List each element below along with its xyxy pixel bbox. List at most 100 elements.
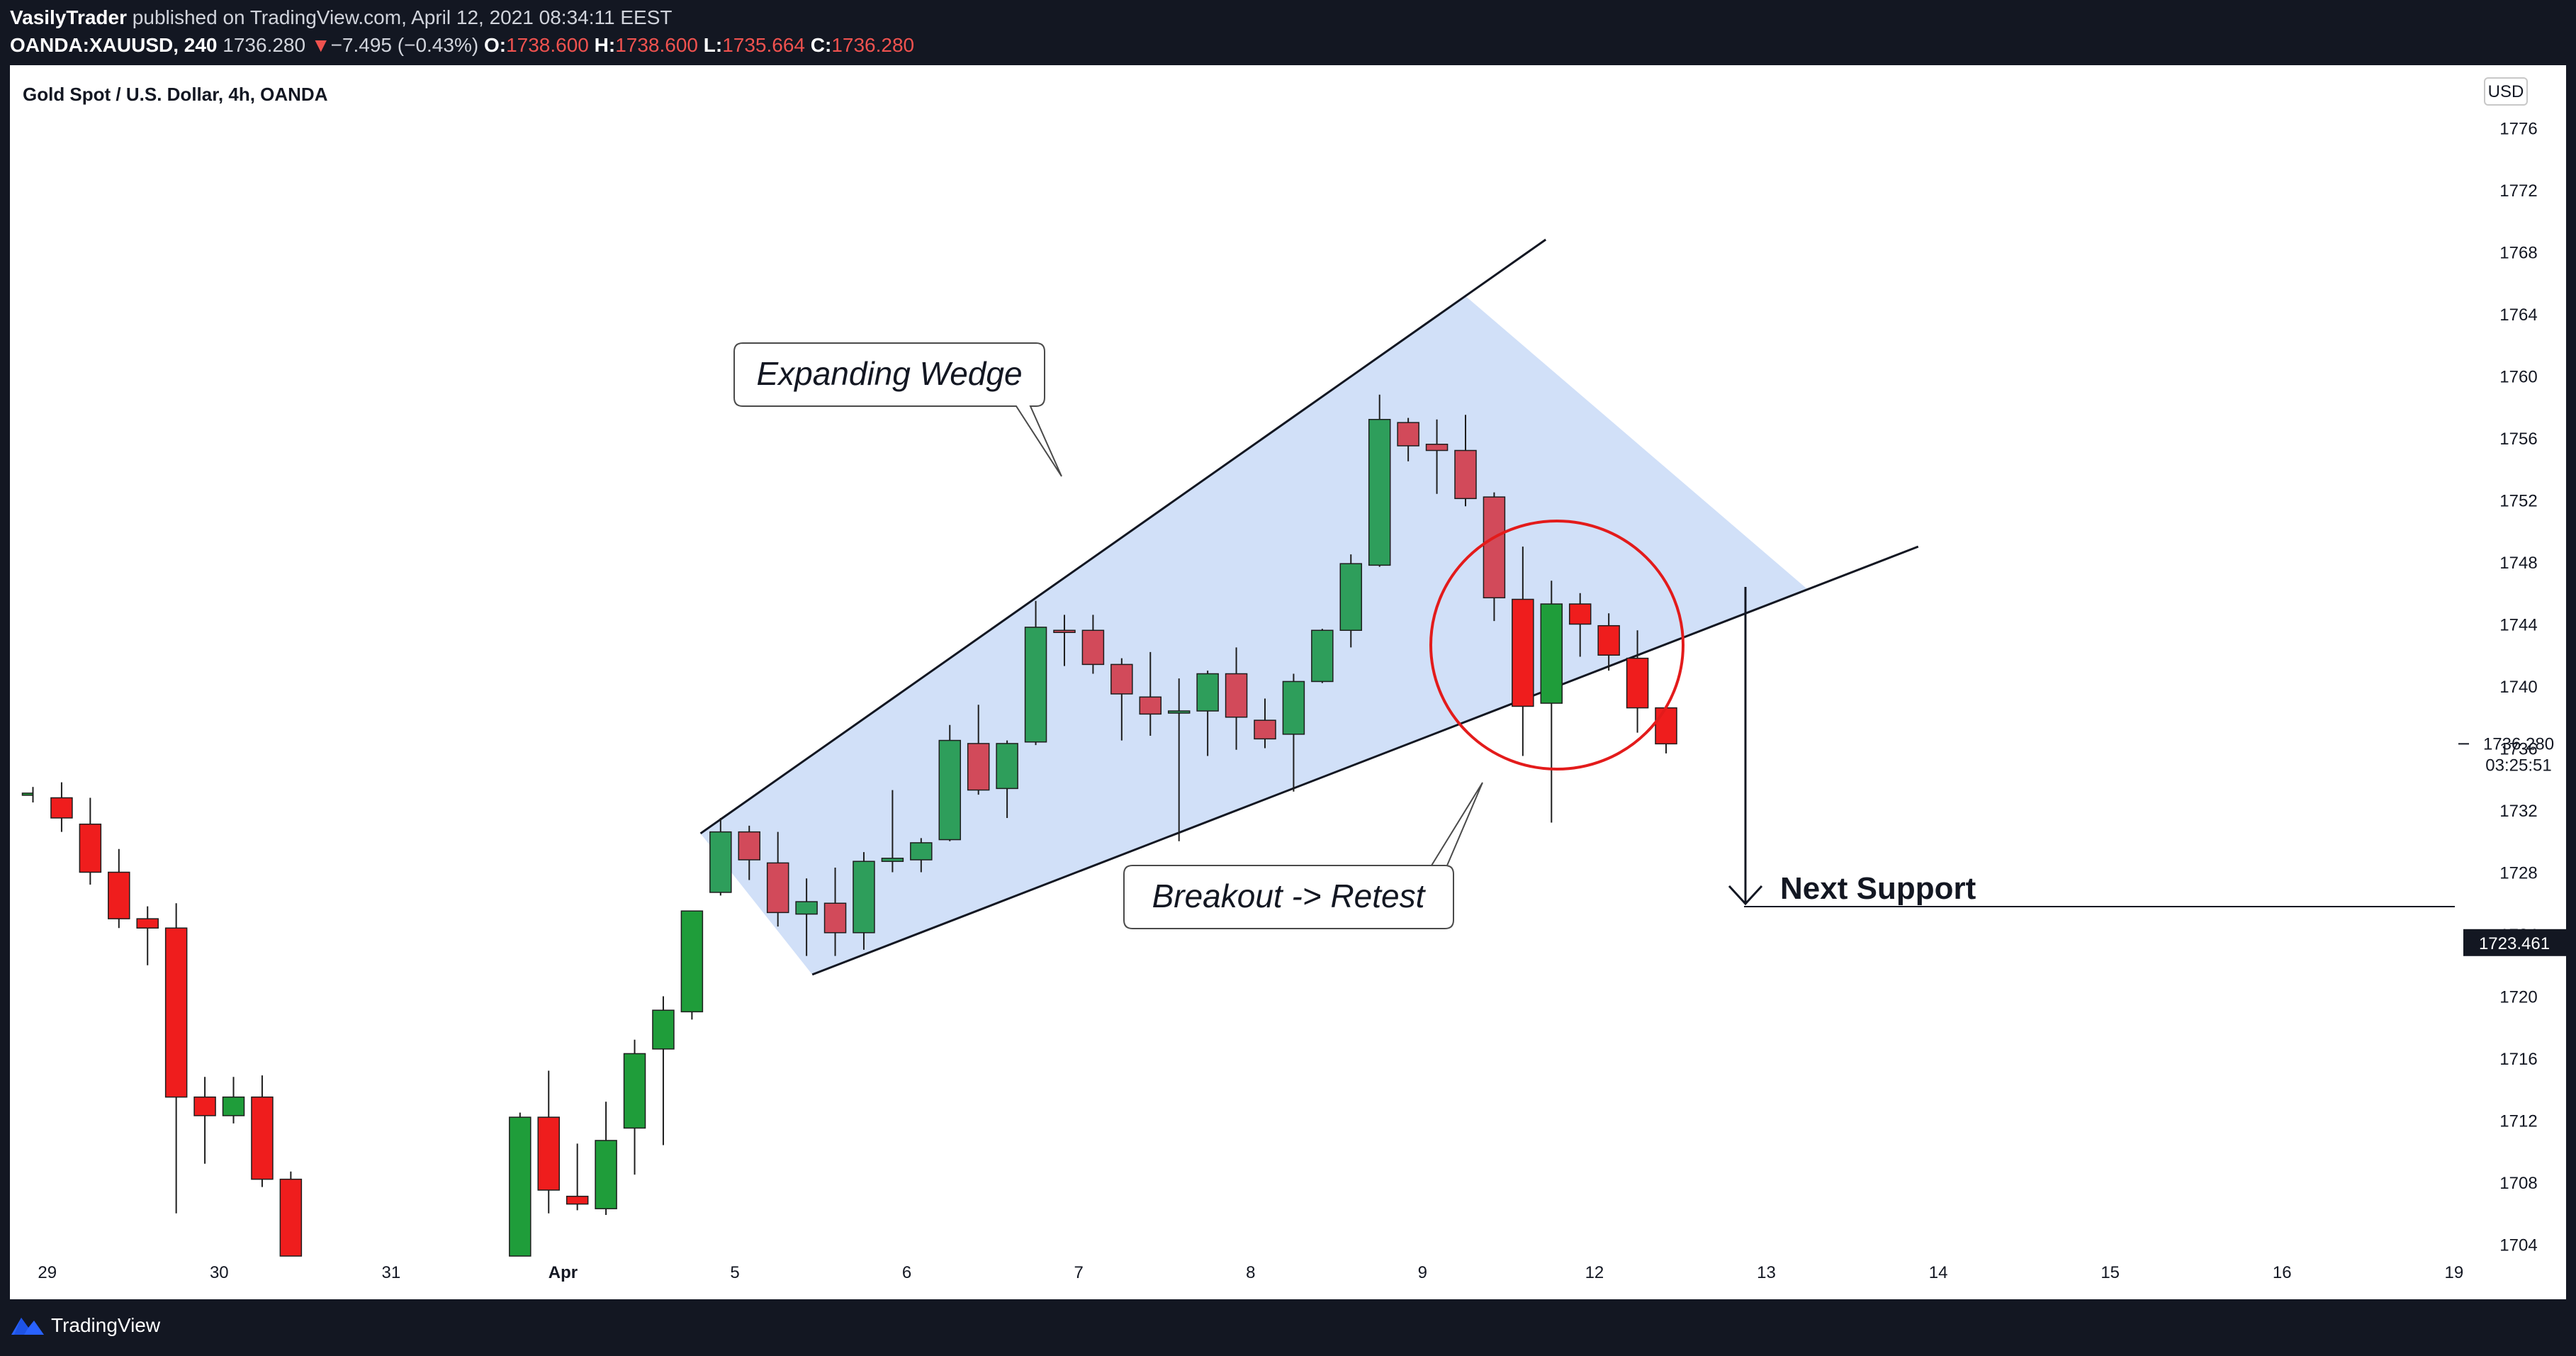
candle: [1167, 678, 1191, 841]
candle-body: [21, 792, 34, 796]
candle: [1568, 593, 1592, 657]
time-axis[interactable]: 29 30 31 Apr 5 6 7 8 9 12 13 14 15 16 19: [38, 1263, 2463, 1282]
candle-body: [1397, 422, 1419, 447]
time-tick-label: 5: [730, 1263, 739, 1282]
candle-body: [1512, 598, 1534, 707]
time-tick-label: Apr: [549, 1263, 578, 1282]
candle-body: [1311, 629, 1334, 683]
publish-info: VasilyTrader published on TradingView.co…: [10, 6, 672, 29]
time-tick-label: 19: [2444, 1263, 2463, 1282]
price-tick-label: 1740: [2499, 678, 2537, 697]
price-tick-label: 1736: [2499, 740, 2537, 759]
header-bar: VasilyTrader published on TradingView.co…: [0, 0, 2576, 65]
annotations-layer: Gold Spot / U.S. Dollar, 4h, OANDA Expan…: [23, 77, 2528, 929]
candle: [1110, 658, 1133, 741]
price-tick-label: 1728: [2499, 864, 2537, 883]
candle-body: [136, 918, 159, 929]
wedge-fill: [700, 296, 1808, 975]
close-value: 1736.280: [831, 34, 915, 56]
candle-body: [623, 1053, 646, 1129]
next-support-label: Next Support: [1780, 871, 1976, 906]
candle-body: [1254, 719, 1276, 740]
price-tick-label: 1772: [2499, 181, 2537, 201]
low-value: 1735.664: [722, 34, 805, 56]
breakout-retest-label: Breakout -> Retest: [1152, 878, 1427, 914]
chart-panel[interactable]: Gold Spot / U.S. Dollar, 4h, OANDA Expan…: [10, 65, 2566, 1299]
candle: [1282, 673, 1305, 792]
candle-body: [1540, 603, 1563, 704]
time-tick-label: 14: [1929, 1263, 1948, 1282]
candle-body: [1196, 673, 1219, 712]
candle: [193, 1077, 216, 1164]
price-axis[interactable]: 1704170817121716172017241728173217361740…: [2458, 120, 2566, 1255]
tradingview-logo[interactable]: TradingView: [10, 1313, 160, 1338]
next-support-marker: Next Support: [1728, 587, 2455, 907]
footer-bar: TradingView: [0, 1299, 2576, 1356]
candle: [1425, 419, 1449, 494]
candle-body: [738, 831, 760, 861]
price-tick-label: 1760: [2499, 368, 2537, 387]
candle-body: [823, 902, 847, 934]
candle-body: [108, 871, 130, 919]
time-tick-label: 13: [1757, 1263, 1776, 1282]
tradingview-brand: TradingView: [51, 1314, 161, 1336]
close-label: C:: [810, 34, 832, 56]
candle: [1655, 707, 1677, 753]
symbol-info: OANDA:XAUUSD, 240 1736.280 ▼−7.495 (−0.4…: [10, 34, 914, 57]
author-name[interactable]: VasilyTrader: [10, 6, 128, 28]
price-tick-label: 1712: [2499, 1112, 2537, 1131]
candle: [996, 740, 1018, 818]
price-chart[interactable]: Gold Spot / U.S. Dollar, 4h, OANDA Expan…: [10, 65, 2566, 1299]
time-tick-label: 15: [2100, 1263, 2120, 1282]
candle-body: [222, 1096, 245, 1116]
retest-highlight-circle: [1429, 520, 1684, 771]
candle-body: [1626, 657, 1649, 709]
candle-body: [680, 910, 704, 1013]
candle-body: [251, 1096, 274, 1180]
candle-body: [537, 1116, 560, 1191]
candle: [652, 996, 675, 1145]
candle-body: [1225, 673, 1248, 718]
price-tick-label: 1748: [2499, 554, 2537, 573]
currency-label[interactable]: USD: [2484, 77, 2528, 106]
candle-body: [1110, 663, 1133, 695]
candle-body: [1081, 629, 1105, 666]
candle: [1368, 394, 1391, 567]
candle: [1254, 698, 1276, 749]
candle-body: [1483, 496, 1506, 599]
candle-body: [1139, 696, 1162, 715]
expanding-wedge-label: Expanding Wedge: [756, 355, 1022, 392]
low-label: L:: [703, 34, 723, 56]
candle-body: [1282, 680, 1305, 735]
candle-body: [1568, 603, 1592, 625]
candle: [910, 838, 933, 873]
wedge-lower-trendline: [811, 545, 1919, 976]
candle: [1397, 418, 1419, 461]
price-tick-label: 1744: [2499, 616, 2537, 635]
price-tick-label: 1756: [2499, 430, 2537, 449]
expanding-wedge-callout: Expanding Wedge: [733, 342, 1062, 477]
candle: [595, 1102, 617, 1215]
candle-body: [709, 831, 732, 893]
chart-title: Gold Spot / U.S. Dollar, 4h, OANDA: [23, 84, 328, 105]
high-value: 1738.600: [615, 34, 698, 56]
candle: [1483, 492, 1506, 622]
candle: [1311, 629, 1334, 683]
candle-body: [1024, 627, 1047, 743]
candle: [136, 906, 159, 965]
candle-body: [1425, 444, 1449, 452]
price-tick-label: 1776: [2499, 120, 2537, 139]
wedge-layer: [699, 238, 1919, 976]
candles-layer: [21, 394, 1677, 1257]
candle: [1139, 651, 1162, 736]
candle-body: [881, 858, 904, 862]
candle: [1024, 600, 1047, 746]
candle-body: [795, 901, 818, 915]
price-tick-label: 1720: [2499, 988, 2537, 1007]
candle-body: [279, 1178, 303, 1257]
candle: [21, 787, 34, 803]
candle: [251, 1075, 274, 1187]
candle: [1196, 671, 1219, 756]
candle: [164, 903, 188, 1214]
time-tick-label: 12: [1585, 1263, 1604, 1282]
